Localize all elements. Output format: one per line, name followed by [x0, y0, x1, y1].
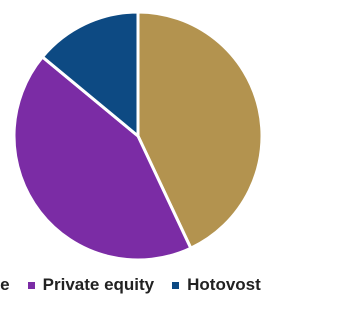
legend-swatch-private-equity: [27, 281, 35, 289]
legend-label-private-equity: Private equity: [42, 275, 155, 294]
pie-slice-hotovost: [40, 10, 140, 138]
legend-swatch-hotovost: [172, 281, 180, 289]
chart-legend: cie Private equity Hotovost: [0, 274, 279, 296]
legend-label-akcie: cie: [0, 275, 10, 294]
legend-item-private-equity: Private equity: [27, 275, 155, 295]
legend-label-hotovost: Hotovost: [187, 275, 261, 294]
pie-slice-private-equity: [12, 55, 193, 262]
legend-item-hotovost: Hotovost: [172, 275, 261, 295]
legend-item-akcie: cie: [0, 275, 10, 295]
pie-slice-akcie: [136, 10, 264, 250]
